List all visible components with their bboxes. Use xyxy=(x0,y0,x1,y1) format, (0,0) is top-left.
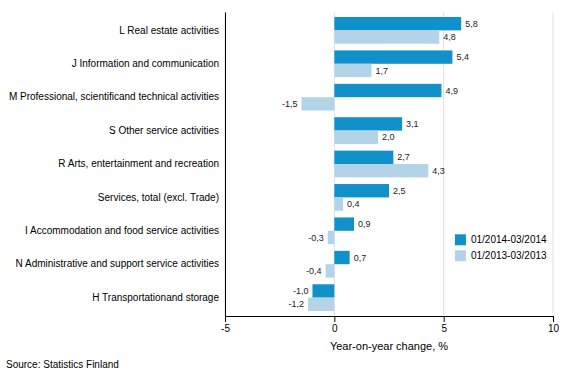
grid-line xyxy=(553,12,554,316)
bar xyxy=(302,97,335,110)
y-tick-label: Services, total (excl. Trade) xyxy=(98,192,219,203)
series xyxy=(302,30,440,311)
legend-item: 01/2014-03/2014 xyxy=(455,234,547,245)
y-axis: H Transportationand storage N Administrat… xyxy=(9,13,226,317)
bar xyxy=(334,50,452,63)
y-tick: L Real estate activities xyxy=(119,25,225,36)
data-label: 2,0 xyxy=(382,132,395,142)
bar xyxy=(334,117,402,130)
data-label: -1,2 xyxy=(289,299,305,309)
legend-swatch xyxy=(455,234,466,245)
data-label: 0,7 xyxy=(354,253,367,263)
data-label: 4,9 xyxy=(445,86,458,96)
data-label: -0,3 xyxy=(308,233,324,243)
x-axis-title: Year-on-year change, % xyxy=(330,340,448,352)
data-label: 5,8 xyxy=(465,19,478,29)
y-tick-label: M Professional, scientificand technical … xyxy=(9,91,219,102)
y-tick: R Arts, entertainment and recreation xyxy=(58,158,225,169)
bar xyxy=(334,251,349,264)
legend-item: 01/2013-03/2013 xyxy=(455,250,547,261)
bar xyxy=(334,64,371,77)
y-axis-line xyxy=(225,13,226,317)
data-label: -1,0 xyxy=(293,286,309,296)
data-label: 5,4 xyxy=(456,52,469,62)
bar xyxy=(334,197,343,210)
y-tick-label: N Administrative and support service act… xyxy=(16,258,219,269)
bar xyxy=(334,164,428,177)
data-label: 2,7 xyxy=(397,152,410,162)
data-label: 1,7 xyxy=(376,66,389,76)
legend: 01/2014-03/2014 01/2013-03/2013 xyxy=(455,234,547,261)
y-tick: N Administrative and support service act… xyxy=(16,258,225,269)
data-label: 0,4 xyxy=(347,199,360,209)
x-tick-label: -5 xyxy=(221,323,230,334)
y-tick-label: H Transportationand storage xyxy=(92,292,219,303)
x-axis: -5 0 5 10 xyxy=(221,316,559,334)
x-tick: -5 xyxy=(221,316,230,334)
y-tick: S Other service activities xyxy=(109,125,225,136)
source-note: Source: Statistics Finland xyxy=(6,359,119,370)
bar xyxy=(334,151,393,164)
data-label: -1,5 xyxy=(282,99,298,109)
x-tick-mark xyxy=(553,316,554,322)
data-label: 3,1 xyxy=(406,119,419,129)
data-label: -0,4 xyxy=(306,266,322,276)
bar xyxy=(326,264,335,277)
bar xyxy=(334,84,441,97)
y-tick: M Professional, scientificand technical … xyxy=(9,91,225,102)
y-tick: J Information and communication xyxy=(72,58,225,69)
x-tick-mark xyxy=(225,316,226,322)
bars xyxy=(302,17,462,311)
bar xyxy=(334,184,389,197)
y-tick-label: I Accommodation and food service activit… xyxy=(25,225,219,236)
data-label: 0,9 xyxy=(358,219,371,229)
data-label: 2,5 xyxy=(393,186,406,196)
bar xyxy=(328,231,335,244)
bar xyxy=(334,217,354,230)
x-axis-line xyxy=(226,317,554,323)
legend-label: 01/2014-03/2014 xyxy=(471,234,547,245)
data-label: 4,3 xyxy=(432,166,445,176)
bar xyxy=(308,298,334,311)
x-tick: 0 xyxy=(332,316,338,334)
y-tick-label: J Information and communication xyxy=(72,58,219,69)
grid xyxy=(225,12,553,316)
x-tick-label: 5 xyxy=(441,323,447,334)
bar xyxy=(334,30,439,43)
legend-swatch xyxy=(455,250,466,261)
y-tick-label: S Other service activities xyxy=(109,125,219,136)
data-label: 4,8 xyxy=(443,32,456,42)
x-tick-label: 10 xyxy=(548,323,560,334)
grid-line xyxy=(225,12,226,316)
legend-label: 01/2013-03/2013 xyxy=(471,250,547,261)
x-tick-mark xyxy=(334,316,335,322)
y-tick: H Transportationand storage xyxy=(92,292,225,303)
data-labels: -1,0 0,7 0,9 2,5 2,7 3,1 4,9 5,4 5,8 -1,2 -0,4 -0,3… xyxy=(282,19,478,310)
series xyxy=(312,17,461,298)
chart: -1,0 0,7 0,9 2,5 2,7 3,1 4,9 5,4 5,8 -1,2 -0,4 -0,3… xyxy=(0,0,569,374)
y-tick-label: R Arts, entertainment and recreation xyxy=(58,158,219,169)
x-tick-mark xyxy=(444,316,445,322)
y-tick: Services, total (excl. Trade) xyxy=(98,192,225,203)
plot: -1,0 0,7 0,9 2,5 2,7 3,1 4,9 5,4 5,8 -1,2 -0,4 -0,3… xyxy=(9,12,560,334)
x-tick-label: 0 xyxy=(332,323,338,334)
x-tick: 5 xyxy=(441,316,447,334)
bar xyxy=(334,131,378,144)
x-tick: 10 xyxy=(548,316,560,334)
y-tick: I Accommodation and food service activit… xyxy=(25,225,225,236)
y-tick-label: L Real estate activities xyxy=(119,25,219,36)
bar xyxy=(334,17,461,30)
bar xyxy=(312,284,334,297)
